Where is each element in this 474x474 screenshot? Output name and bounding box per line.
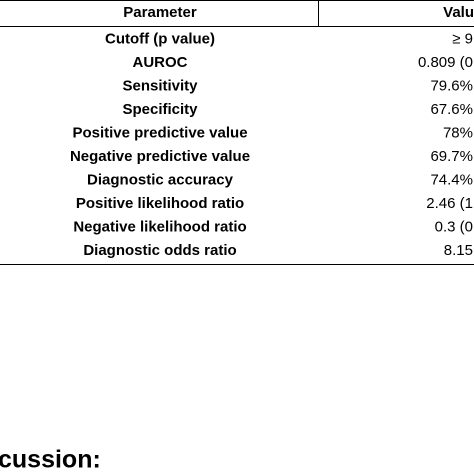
value-cell: ≥ 9	[452, 31, 473, 48]
section-heading: cussion:	[0, 446, 101, 474]
value-cell: 79.6%	[430, 78, 473, 95]
parameter-cell: Diagnostic accuracy	[87, 172, 234, 189]
parameter-cell: Specificity	[122, 101, 198, 118]
value-cell: 0.809 (0	[418, 54, 473, 71]
parameter-cell: Positive likelihood ratio	[76, 195, 244, 212]
parameter-cell: Negative predictive value	[70, 148, 250, 165]
parameter-cell: Positive predictive value	[72, 125, 247, 142]
value-cell: 74.4%	[430, 172, 473, 189]
parameter-cell: AUROC	[133, 54, 188, 71]
header-cell: Parameter	[123, 4, 197, 21]
value-cell: 2.46 (1	[426, 195, 473, 212]
value-cell: 67.6%	[430, 101, 473, 118]
value-cell: 78%	[443, 125, 473, 142]
parameter-cell: Sensitivity	[122, 78, 198, 95]
value-cell: 8.15	[444, 242, 473, 259]
value-cell: 69.7%	[430, 148, 473, 165]
header-cell: Valu	[443, 4, 474, 21]
parameter-cell: Negative likelihood ratio	[73, 219, 246, 236]
parameter-cell: Diagnostic odds ratio	[83, 242, 236, 259]
value-cell: 0.3 (0	[435, 219, 473, 236]
parameter-cell: Cutoff (p value)	[105, 31, 215, 48]
